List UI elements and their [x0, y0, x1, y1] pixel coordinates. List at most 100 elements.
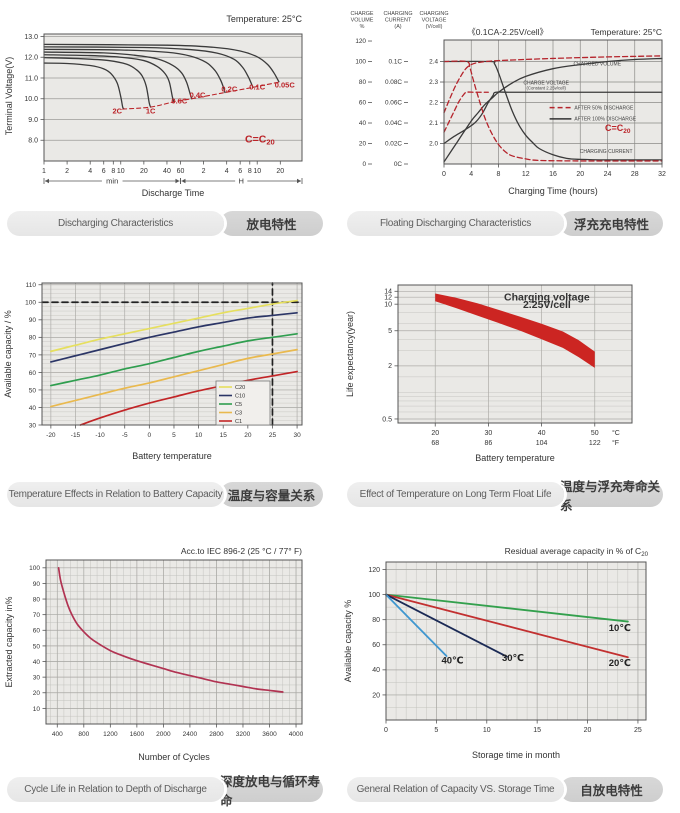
- svg-text:4: 4: [225, 168, 229, 175]
- svg-text:Acc.to IEC 896-2 (25 °C / 77°: Acc.to IEC 896-2 (25 °C / 77° F): [181, 546, 302, 556]
- svg-text:1: 1: [42, 168, 46, 175]
- svg-text:(Constant 2.25v/cell): (Constant 2.25v/cell): [526, 85, 566, 90]
- svg-text:2.25V/cell: 2.25V/cell: [523, 299, 571, 311]
- svg-text:90: 90: [33, 581, 41, 588]
- svg-text:30: 30: [29, 422, 37, 429]
- svg-text:CURRENT: CURRENT: [385, 17, 412, 23]
- svg-text:Storage time in month: Storage time in month: [472, 750, 560, 760]
- svg-text:CHARGE VOLTAGE: CHARGE VOLTAGE: [523, 81, 569, 87]
- svg-text:Discharge Time: Discharge Time: [142, 188, 205, 198]
- svg-text:120: 120: [368, 567, 380, 574]
- svg-text:100: 100: [29, 565, 40, 572]
- svg-text:70: 70: [33, 612, 41, 619]
- svg-text:80: 80: [372, 617, 380, 624]
- caption-en-text: General Relation of Capacity VS. Storage…: [356, 784, 555, 795]
- caption-en-badge: General Relation of Capacity VS. Storage…: [347, 777, 564, 802]
- panel-temperature-capacity: -20 -15 -10 -5 0 5 10 15 20 25 30 30 40 50 60 70 80 90 100…: [0, 267, 340, 508]
- svg-text:10: 10: [483, 727, 491, 734]
- panel-storage-time: 0 5 10 15 20 25 20 40 60 80 100 120 40℃ 30℃ 10℃ 20℃ Resi…: [340, 542, 680, 803]
- svg-text:25: 25: [269, 432, 277, 439]
- caption-zh-badge: 自放电特性: [560, 777, 663, 802]
- svg-text:60: 60: [177, 168, 185, 175]
- caption-zh-badge: 温度与容量关系: [220, 482, 323, 507]
- svg-text:10: 10: [384, 302, 392, 309]
- svg-text:C3: C3: [235, 411, 242, 417]
- svg-text:70: 70: [29, 352, 37, 359]
- svg-text:8: 8: [111, 168, 115, 175]
- svg-text:40: 40: [29, 405, 37, 412]
- svg-text:40: 40: [372, 667, 380, 674]
- panel-float-life: 20 68 30 86 40 104 50 122 14 12 10 5 2 0.5 Charging vo…: [340, 267, 680, 513]
- svg-text:50: 50: [33, 643, 41, 650]
- svg-text:15: 15: [533, 727, 541, 734]
- svg-text:10: 10: [33, 706, 41, 713]
- svg-text:Number of Cycles: Number of Cycles: [138, 752, 210, 762]
- svg-text:Residual average capacity in %: Residual average capacity in % of C20: [505, 546, 649, 558]
- svg-text:-10: -10: [95, 432, 105, 439]
- svg-text:0.08C: 0.08C: [385, 79, 402, 86]
- svg-text:8: 8: [497, 171, 501, 178]
- svg-text:9.0: 9.0: [28, 117, 38, 124]
- svg-text:Battery temperature: Battery temperature: [132, 451, 212, 461]
- svg-text:32: 32: [658, 171, 666, 178]
- svg-text:Available capacity / %: Available capacity / %: [3, 310, 13, 397]
- caption-en-text: Cycle Life in Relation to Depth of Disch…: [24, 784, 207, 795]
- caption-float-life: 温度与浮充寿命关系 Effect of Temperature on Long …: [347, 480, 663, 513]
- svg-text:4: 4: [88, 168, 92, 175]
- caption-temperature-capacity: 温度与容量关系 Temperature Effects in Relation …: [7, 482, 323, 508]
- svg-text:10℃: 10℃: [609, 623, 631, 634]
- svg-text:2.4: 2.4: [429, 59, 438, 66]
- charts-row-3: 400 800 1200 1600 2000 2400 2800 3200 3600 4000 10…: [0, 542, 680, 808]
- caption-en-text: Discharging Characteristics: [58, 218, 173, 229]
- svg-text:CHARGE: CHARGE: [350, 11, 373, 17]
- svg-text:16: 16: [549, 171, 557, 178]
- svg-text:12.0: 12.0: [24, 55, 38, 62]
- svg-text:20: 20: [576, 171, 584, 178]
- svg-text:80: 80: [359, 79, 367, 86]
- svg-text:6: 6: [238, 168, 242, 175]
- svg-text:20: 20: [431, 430, 439, 437]
- caption-cycle-life: 深度放电与循环寿命 Cycle Life in Relation to Dept…: [7, 775, 323, 808]
- temperature-capacity-chart: -20 -15 -10 -5 0 5 10 15 20 25 30 30 40 50 60 70 80 90 100…: [3, 282, 303, 461]
- svg-text:0: 0: [362, 161, 366, 168]
- svg-text:80: 80: [29, 335, 37, 342]
- svg-text:100: 100: [355, 59, 366, 66]
- svg-text:-15: -15: [71, 432, 81, 439]
- svg-text:-5: -5: [122, 432, 128, 439]
- svg-text:40: 40: [163, 168, 171, 175]
- svg-text:0C: 0C: [394, 161, 403, 168]
- svg-text:2.1: 2.1: [429, 120, 438, 127]
- svg-text:C20: C20: [235, 385, 245, 391]
- svg-text:1600: 1600: [130, 731, 145, 738]
- svg-text:20℃: 20℃: [609, 658, 631, 669]
- svg-text:30℃: 30℃: [502, 653, 524, 664]
- caption-zh-text: 浮充充电特性: [573, 218, 649, 232]
- svg-text:4000: 4000: [289, 731, 304, 738]
- svg-text:2: 2: [388, 363, 392, 370]
- caption-en-badge: Temperature Effects in Relation to Batte…: [7, 482, 224, 507]
- svg-text:3200: 3200: [236, 731, 251, 738]
- caption-zh-text: 自放电特性: [580, 784, 643, 798]
- svg-text:80: 80: [33, 596, 41, 603]
- discharging-characteristics-chart: 1 2 4 6 8 10 20 40 60 2 4 6 8 10 208.09.010.011.012.01…: [4, 14, 303, 198]
- svg-text:10: 10: [253, 168, 261, 175]
- caption-zh-text: 温度与容量关系: [227, 489, 316, 503]
- caption-zh-badge: 深度放电与循环寿命: [220, 775, 323, 808]
- svg-text:Charging Time (hours): Charging Time (hours): [508, 186, 598, 196]
- svg-text:0: 0: [384, 727, 388, 734]
- panel-floating-discharging: 0 4 8 12 16 20 24 28 32 CHARGE VOLUME% 0 20 40 60 80 100…: [340, 6, 680, 237]
- svg-text:4: 4: [469, 171, 473, 178]
- svg-text:24: 24: [604, 171, 612, 178]
- svg-text:2800: 2800: [209, 731, 224, 738]
- svg-text:Terminal Voltage(V): Terminal Voltage(V): [4, 57, 14, 136]
- svg-text:120: 120: [355, 38, 366, 45]
- svg-text:800: 800: [78, 731, 89, 738]
- svg-text:14: 14: [384, 289, 392, 296]
- svg-text:10: 10: [117, 168, 125, 175]
- svg-text:2: 2: [202, 168, 206, 175]
- svg-text:12: 12: [384, 295, 392, 302]
- svg-text:40: 40: [33, 659, 41, 666]
- caption-storage-time: 自放电特性 General Relation of Capacity VS. S…: [347, 777, 663, 803]
- svg-text:15: 15: [220, 432, 228, 439]
